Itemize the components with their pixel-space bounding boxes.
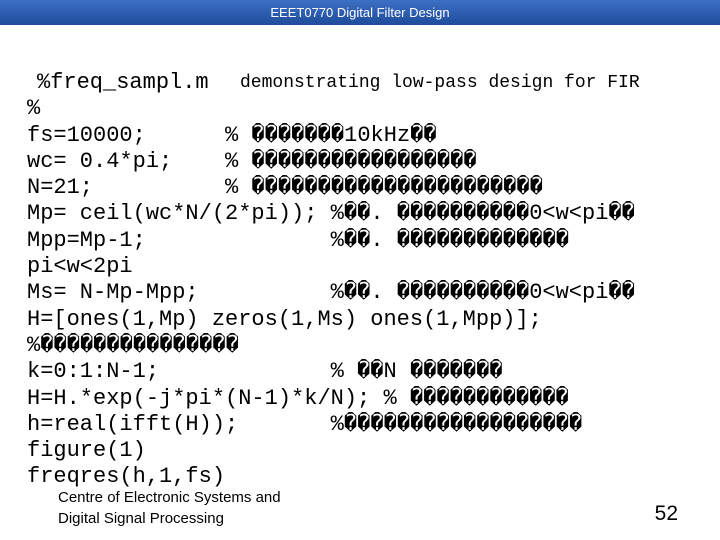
file-description: demonstrating low-pass design for FIR bbox=[240, 73, 640, 93]
page-number: 52 bbox=[654, 502, 678, 525]
header-bar: EEET0770 Digital Filter Design bbox=[0, 0, 720, 25]
code-line: %freq_sampl.m demonstrating low-pass des… bbox=[27, 70, 720, 96]
code-line: freqres(h,1,fs) bbox=[27, 464, 226, 490]
code-block: %freq_sampl.m demonstrating low-pass des… bbox=[27, 70, 720, 491]
code-line: Mpp=Mp-1; %��. ������������� bbox=[27, 227, 569, 253]
code-line: % bbox=[27, 96, 41, 122]
organization-line: Digital Signal Processing bbox=[58, 510, 224, 527]
code-line: pi<w<2pi bbox=[27, 254, 133, 280]
code-line: N=21; % ���������������������� bbox=[27, 175, 543, 201]
organization-line: Centre of Electronic Systems and bbox=[58, 489, 281, 506]
code-line: wc= 0.4*pi; % ����������������� bbox=[27, 148, 477, 174]
code-line: H=[ones(1,Mp) zeros(1,Ms) ones(1,Mpp)]; bbox=[27, 306, 542, 332]
header-title: EEET0770 Digital Filter Design bbox=[270, 5, 450, 20]
code-line: fs=10000; % �������10kHz�� bbox=[27, 122, 437, 148]
code-line: figure(1) bbox=[27, 438, 146, 464]
code-line: H=H.*exp(-j*pi*(N-1)*k/N); % �����������… bbox=[27, 385, 569, 411]
code-line: Mp= ceil(wc*N/(2*pi)); %��. ����������0<… bbox=[27, 201, 635, 227]
organization: Centre of Electronic Systems and Digital… bbox=[58, 487, 281, 529]
file-name: %freq_sampl.m bbox=[37, 70, 209, 95]
code-line: k=0:1:N-1; % ��N ������� bbox=[27, 359, 503, 385]
code-line: %��������������� bbox=[27, 332, 239, 358]
code-line: h=real(ifft(H)); %������������������ bbox=[27, 411, 583, 437]
code-line: Ms= N-Mp-Mpp; %��. ����������0<w<pi�� bbox=[27, 280, 635, 306]
